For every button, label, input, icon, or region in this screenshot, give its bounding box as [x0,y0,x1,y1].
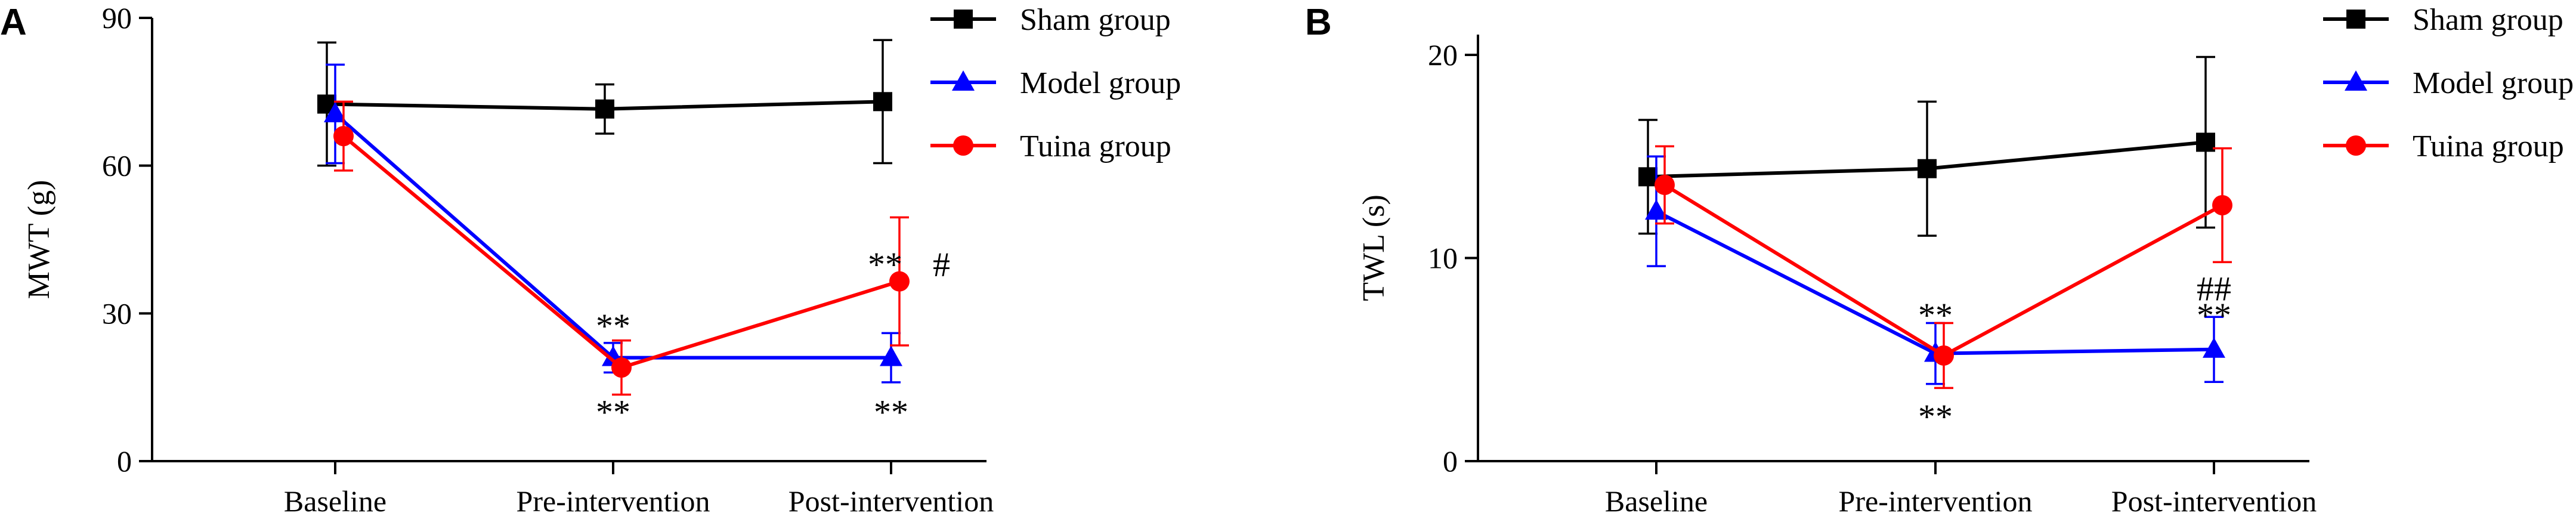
significance-mark: ** [596,393,630,431]
y-axis-title: MWT (g) [22,180,56,299]
x-tick-label: Post-intervention [2111,484,2317,518]
panel-b: B 0 10 20 Baseline Pre-intervention Post-inter… [1305,2,2574,518]
y-tick-label: 20 [1428,38,1458,72]
x-tick-label: Post-intervention [788,484,994,518]
legend-label: Tuina group [2413,129,2564,163]
legend-label: Sham group [2413,3,2563,37]
significance-mark: ** [868,245,902,284]
y-axis-title: TWL (s) [1357,194,1391,301]
data-point [873,92,892,112]
legend-item: Sham group [2323,3,2563,37]
series-tuina-group [1655,145,2232,390]
significance-mark: ** [596,307,630,345]
legend-label: Model group [2413,66,2574,100]
y-tick-label: 90 [102,1,132,35]
significance-mark: ** [2197,296,2231,335]
legend-item: Model group [930,66,1181,100]
series-tuina-group [333,100,910,396]
legend-label: Tuina group [1020,129,1171,163]
x-tick-label: Baseline [284,484,386,518]
significance-mark: ** [1918,296,1953,335]
data-point [1645,199,1668,220]
data-point [1638,167,1657,187]
legend-label: Model group [1020,66,1181,100]
y-tick-label: 0 [117,444,132,478]
data-point [2203,337,2225,358]
significance-mark: ** [874,393,908,431]
x-tick-label: Pre-intervention [1839,484,2033,518]
y-tick-label: 30 [102,296,132,330]
legend-marker [954,10,973,29]
panel-letter: B [1305,2,1332,43]
legend-item: Sham group [930,3,1171,37]
panel-letter: A [0,2,27,43]
legend-marker [2346,10,2365,29]
legend-item: Tuina group [2323,129,2564,163]
significance-mark: ## [2197,270,2231,308]
legend-marker [2346,135,2366,156]
data-point [2196,132,2215,152]
legend-item: Tuina group [930,129,1171,163]
legend-marker [953,135,973,156]
y-tick-label: 10 [1428,242,1458,275]
legend-item: Model group [2323,66,2574,100]
y-tick-label: 60 [102,149,132,183]
legend-marker [2345,70,2367,91]
data-point [324,101,347,122]
data-point [1918,159,1937,178]
significance-mark: # [933,245,950,284]
legend-marker [952,70,975,91]
x-tick-label: Pre-intervention [517,484,710,518]
series-sham-group [317,39,892,167]
panel-a: A 0 30 60 90 Baseline Pre-intervention Post-int… [0,1,1181,518]
x-tick-label: Baseline [1605,484,1708,518]
data-point [880,345,902,366]
data-point [2212,195,2232,215]
data-point [1655,174,1675,195]
data-point [595,99,614,119]
significance-mark: ** [1918,397,1953,436]
y-tick-label: 0 [1443,444,1458,478]
series-sham-group [1638,55,2215,237]
data-point [611,357,632,378]
legend-label: Sham group [1020,3,1171,37]
data-point [333,126,354,147]
data-point [1934,345,1954,366]
data-point [889,271,910,292]
